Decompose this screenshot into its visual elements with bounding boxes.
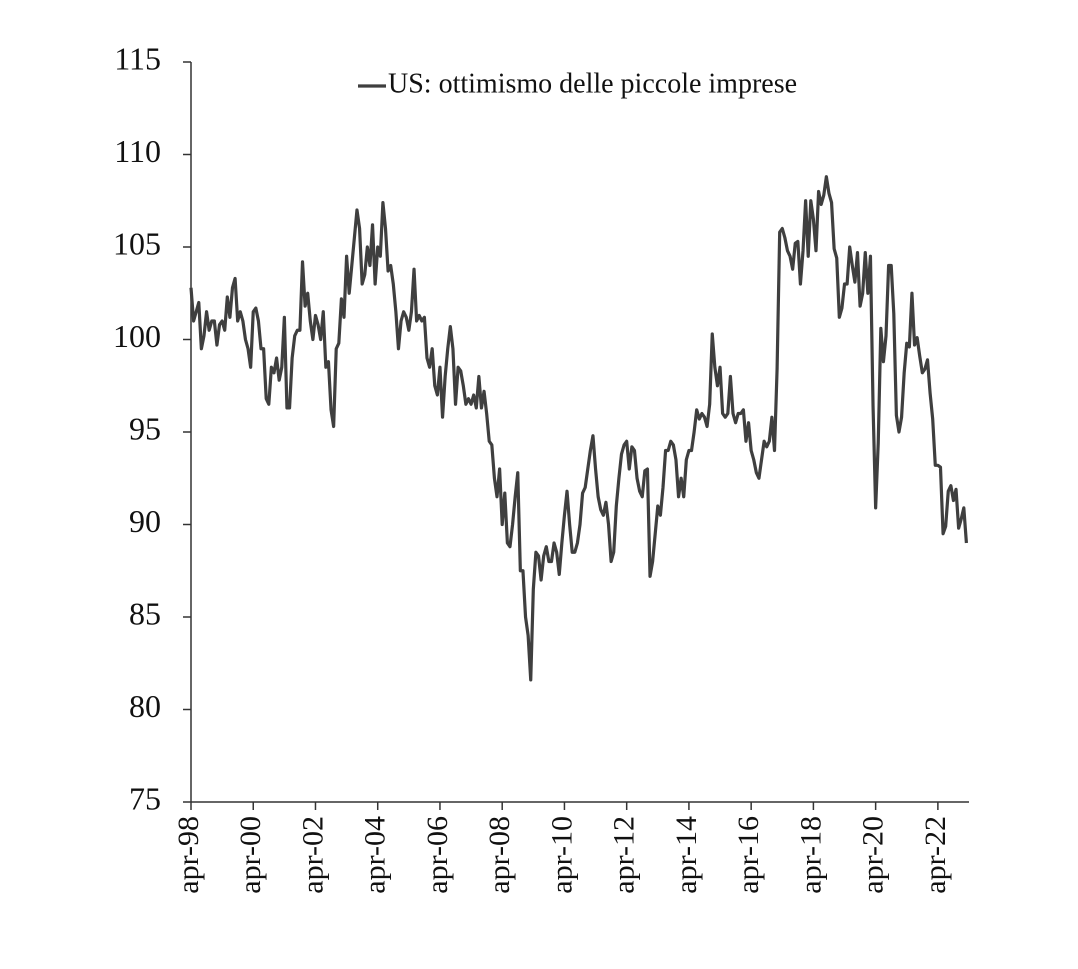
- x-tick-label: apr-20: [857, 816, 890, 894]
- x-tick-label: apr-06: [421, 816, 454, 894]
- y-tick-label: 90: [129, 503, 161, 539]
- x-tick-label: apr-22: [919, 816, 952, 894]
- x-tick-label: apr-00: [234, 816, 267, 894]
- y-tick-label: 110: [114, 133, 161, 169]
- x-tick-label: apr-14: [670, 816, 703, 894]
- x-tick-label: apr-04: [359, 816, 392, 894]
- legend-label: US: ottimismo delle piccole imprese: [388, 68, 797, 99]
- y-tick-label: 115: [114, 40, 161, 76]
- x-tick-label: apr-18: [794, 816, 827, 894]
- y-tick-label: 105: [113, 225, 161, 261]
- x-tick-label: apr-08: [483, 816, 516, 894]
- x-tick-label: apr-12: [608, 816, 641, 894]
- y-tick-label: 95: [129, 410, 161, 446]
- x-tick-label: apr-98: [172, 816, 205, 894]
- x-tick-label: apr-10: [545, 816, 578, 894]
- data-line: [189, 175, 969, 682]
- y-tick-label: 75: [129, 780, 161, 816]
- x-tick-label: apr-16: [732, 816, 765, 894]
- y-tick-label: 100: [113, 318, 161, 354]
- y-tick-label: 80: [129, 688, 161, 724]
- y-tick-label: 85: [129, 595, 161, 631]
- x-tick-label: apr-02: [296, 816, 329, 894]
